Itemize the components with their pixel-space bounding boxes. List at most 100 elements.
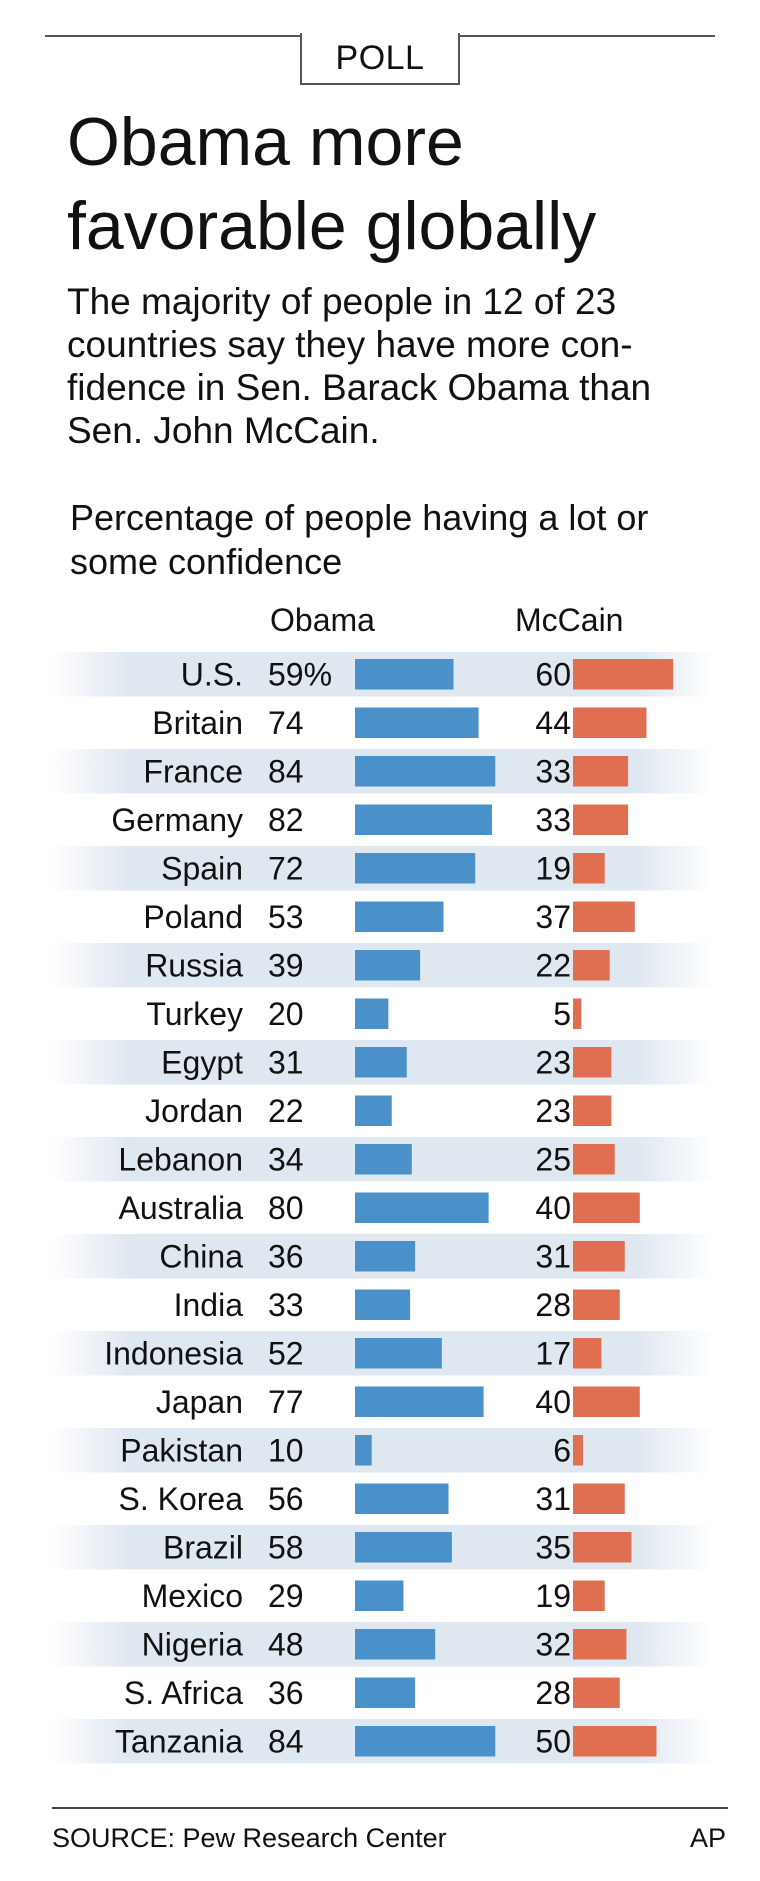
- mccain-value-label: 40: [535, 1384, 571, 1420]
- mccain-bar: [573, 707, 647, 738]
- category-label: Jordan: [145, 1093, 243, 1129]
- obama-bar: [355, 853, 476, 884]
- obama-bar: [355, 756, 496, 787]
- category-label: China: [159, 1238, 243, 1274]
- mccain-value-label: 35: [535, 1529, 571, 1565]
- mccain-bar: [573, 998, 582, 1029]
- obama-value-label: 33: [268, 1287, 304, 1323]
- obama-bar: [355, 1532, 452, 1563]
- category-label: Turkey: [146, 996, 243, 1032]
- obama-value-label: 74: [268, 705, 304, 741]
- category-label: Pakistan: [120, 1432, 243, 1468]
- mccain-value-label: 33: [535, 802, 571, 838]
- obama-bar: [355, 1095, 392, 1126]
- mccain-bar: [573, 1241, 625, 1272]
- obama-value-label: 39: [268, 947, 304, 983]
- obama-bar: [355, 707, 479, 738]
- obama-bar: [355, 659, 454, 690]
- obama-value-label: 29: [268, 1578, 304, 1614]
- obama-value-label: 80: [268, 1190, 304, 1226]
- obama-bar: [355, 1144, 412, 1175]
- mccain-value-label: 22: [535, 947, 571, 983]
- mccain-bar: [573, 1386, 640, 1417]
- credit: AP: [689, 1823, 726, 1853]
- mccain-bar: [573, 1095, 612, 1126]
- obama-bar: [355, 1241, 416, 1272]
- category-label: Australia: [119, 1190, 244, 1226]
- category-label: Spain: [161, 850, 243, 886]
- mccain-value-label: 37: [535, 899, 571, 935]
- obama-bar: [355, 804, 492, 835]
- kicker-label: POLL: [300, 33, 460, 85]
- chart-rows: U.S. 59% 60 Britain 74 44 France 84 33 Germany 82 3…: [50, 652, 715, 1764]
- obama-bar: [355, 1435, 372, 1466]
- category-label: U.S.: [181, 656, 243, 692]
- obama-value-label: 36: [268, 1675, 304, 1711]
- obama-value-label: 72: [268, 850, 304, 886]
- obama-bar: [355, 1386, 484, 1417]
- category-label: Indonesia: [104, 1335, 243, 1371]
- category-label: S. Korea: [118, 1481, 243, 1517]
- row-band: [50, 1428, 715, 1473]
- mccain-value-label: 44: [535, 705, 571, 741]
- mccain-value-label: 50: [535, 1723, 571, 1759]
- mccain-bar: [573, 1726, 657, 1757]
- mccain-bar: [573, 1483, 625, 1514]
- category-label: Russia: [145, 947, 243, 983]
- legend-obama: Obama: [270, 602, 375, 638]
- obama-bar: [355, 1580, 404, 1611]
- mccain-bar: [573, 950, 610, 981]
- category-label: Germany: [111, 802, 243, 838]
- mccain-value-label: 60: [535, 656, 571, 692]
- source-note: SOURCE: Pew Research Center: [52, 1823, 447, 1853]
- mccain-bar: [573, 756, 629, 787]
- mccain-value-label: 28: [535, 1287, 571, 1323]
- obama-bar: [355, 1047, 407, 1078]
- mccain-bar: [573, 901, 635, 932]
- obama-bar: [355, 1289, 411, 1320]
- chart-subtitle: The majority of people in 12 of 23 count…: [67, 281, 652, 451]
- obama-value-label: 34: [268, 1141, 304, 1177]
- source-rule: [52, 1807, 728, 1809]
- category-label: Mexico: [142, 1578, 243, 1614]
- category-label: France: [143, 753, 243, 789]
- mccain-value-label: 23: [535, 1044, 571, 1080]
- obama-bar: [355, 950, 421, 981]
- mccain-value-label: 5: [553, 996, 571, 1032]
- obama-value-label: 53: [268, 899, 304, 935]
- kicker-rule-right: [460, 35, 715, 37]
- mccain-bar: [573, 1047, 612, 1078]
- obama-bar: [355, 1629, 436, 1660]
- category-label: S. Africa: [124, 1675, 243, 1711]
- mccain-value-label: 19: [535, 850, 571, 886]
- obama-bar: [355, 1677, 416, 1708]
- mccain-value-label: 6: [553, 1432, 571, 1468]
- mccain-value-label: 25: [535, 1141, 571, 1177]
- chart-title: Obama more favorable globally: [67, 104, 597, 264]
- obama-bar: [355, 1726, 496, 1757]
- mccain-value-label: 17: [535, 1335, 571, 1371]
- obama-value-label: 58: [268, 1529, 304, 1565]
- mccain-bar: [573, 1532, 632, 1563]
- category-label: Lebanon: [118, 1141, 243, 1177]
- obama-value-label: 77: [268, 1384, 304, 1420]
- mccain-bar: [573, 1338, 602, 1369]
- obama-bar: [355, 1483, 449, 1514]
- obama-value-label: 22: [268, 1093, 304, 1129]
- mccain-value-label: 32: [535, 1626, 571, 1662]
- obama-bar: [355, 1192, 489, 1223]
- obama-value-label: 52: [268, 1335, 304, 1371]
- obama-value-label: 56: [268, 1481, 304, 1517]
- mccain-bar: [573, 1435, 584, 1466]
- mccain-bar: [573, 1144, 615, 1175]
- obama-value-label: 48: [268, 1626, 304, 1662]
- category-label: Brazil: [163, 1529, 243, 1565]
- obama-bar: [355, 1338, 442, 1369]
- mccain-value-label: 23: [535, 1093, 571, 1129]
- mccain-value-label: 19: [535, 1578, 571, 1614]
- category-label: Nigeria: [142, 1626, 244, 1662]
- mccain-bar: [573, 1629, 627, 1660]
- mccain-value-label: 31: [535, 1481, 571, 1517]
- mccain-bar: [573, 804, 629, 835]
- category-label: India: [174, 1287, 244, 1323]
